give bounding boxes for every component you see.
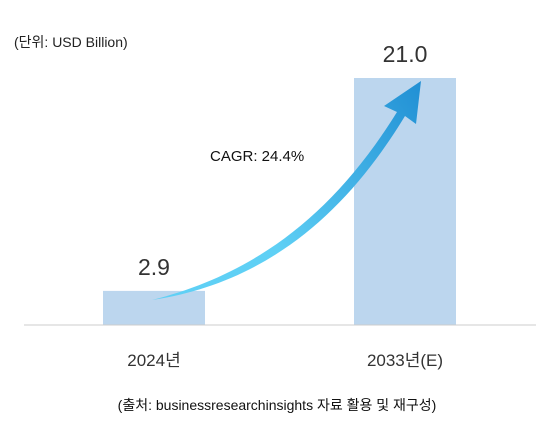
bar-1: [103, 290, 205, 325]
category-label-2: 2033년(E): [367, 351, 443, 370]
unit-label: (단위: USD Billion): [14, 34, 128, 50]
bars: [103, 78, 456, 325]
value-label-2: 21.0: [383, 41, 428, 67]
source-note: (출처: businessresearchinsights 자료 활용 및 재구…: [118, 397, 437, 413]
value-label-1: 2.9: [138, 254, 170, 280]
bar-2: [354, 78, 456, 325]
category-label-1: 2024년: [127, 351, 180, 370]
labels: 2.9 2024년 21.0 2033년(E): [127, 41, 443, 370]
growth-arrow: [152, 81, 421, 300]
cagr-annotation: CAGR: 24.4%: [210, 148, 304, 165]
